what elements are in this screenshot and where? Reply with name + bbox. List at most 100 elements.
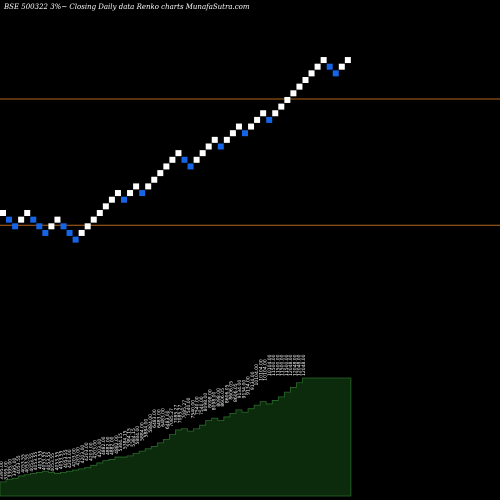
volume-label: 4053.55 (63, 449, 69, 468)
volume-label: 4203.00 (71, 448, 77, 467)
renko-brick-up (254, 116, 261, 123)
volume-label: 4053.55 (20, 454, 26, 473)
renko-brick-up (96, 210, 103, 216)
renko-brick-up (284, 96, 291, 103)
volume-label: 9134.00 (241, 380, 247, 399)
renko-brick-down (326, 63, 333, 70)
volume-label: 12048.00 (288, 354, 294, 376)
renko-brick-up (175, 150, 182, 157)
volume-label: 11500.00 (271, 354, 277, 376)
renko-brick-down (60, 223, 67, 230)
renko-brick-up (260, 110, 267, 117)
volume-labels: 3395.00 3395.00 3395.00 3395.00 4053.55 4053.… (0, 354, 307, 479)
volume-label: 5884.00 (144, 419, 150, 438)
renko-brick-up (127, 190, 134, 197)
renko-brick-down (12, 223, 19, 230)
volume-label: 7540.00 (195, 396, 201, 415)
renko-brick-up (235, 123, 242, 130)
renko-brick-up (320, 57, 327, 64)
volume-label: 7085.27 (169, 408, 175, 427)
renko-brick-down (187, 163, 194, 170)
renko-brick-down (36, 223, 43, 230)
renko-brick-up (48, 223, 55, 230)
volume-label: 4882.00 (105, 436, 111, 455)
renko-brick-up (78, 229, 85, 236)
volume-label: 3395.00 (0, 461, 5, 480)
renko-brick-down (181, 156, 188, 163)
renko-brick-down (42, 229, 49, 236)
volume-label: 4053.55 (42, 452, 48, 471)
volume-label: 10104.00 (254, 364, 260, 386)
volume-label: 9134.00 (250, 371, 256, 390)
volume-label: 7540.00 (186, 397, 192, 416)
volume-label: 4053.55 (25, 454, 31, 473)
volume-label: 5384.15 (127, 428, 133, 447)
volume-label: 4203.00 (88, 442, 94, 461)
volume-label: 8098.00 (207, 389, 213, 408)
volume-label: 4203.00 (80, 445, 86, 464)
volume-label: 5884.00 (135, 426, 141, 445)
renko-brick-up (18, 216, 25, 223)
renko-brick-up (205, 143, 212, 150)
volume-label: 12048.00 (297, 354, 303, 376)
renko-brick-down (66, 229, 73, 236)
volume-label: 6483.00 (161, 408, 167, 427)
volume-label: 4203.00 (67, 449, 73, 468)
volume-label: 5384.15 (122, 430, 128, 449)
renko-brick-down (266, 116, 273, 123)
renko-brick-up (344, 57, 351, 64)
volume-label: 7085.27 (182, 400, 188, 419)
renko-brick-up (0, 210, 6, 216)
volume-label: 4053.55 (50, 453, 56, 472)
volume-label: 4882.00 (114, 435, 120, 454)
volume-label: 3395.00 (8, 459, 14, 478)
volume-label: 7085.27 (173, 404, 179, 423)
volume-label: 7540.00 (199, 396, 205, 415)
renko-brick-up (114, 190, 121, 197)
chart-title: BSE 500322 3%~ Closing Daily data Renko … (3, 3, 250, 11)
renko-brick-up (102, 203, 109, 210)
renko-brick-up (24, 210, 31, 216)
volume-label: 5384.15 (118, 433, 124, 452)
volume-label: 8606.05 (233, 383, 239, 402)
renko-brick-up (90, 216, 97, 223)
volume-label: 4053.55 (29, 453, 35, 472)
renko-brick-up (223, 136, 230, 143)
volume-label: 8098.00 (203, 393, 209, 412)
renko-brick-up (290, 90, 297, 97)
volume-label: 8606.05 (224, 384, 230, 403)
volume-label: 5884.00 (139, 422, 145, 441)
renko-bricks (0, 57, 351, 243)
renko-brick-up (248, 123, 255, 130)
volume-label: 10104.00 (267, 354, 273, 376)
renko-brick-up (133, 183, 140, 190)
volume-label: 4203.00 (76, 447, 82, 466)
volume-label: 5884.00 (148, 414, 154, 433)
volume-area (0, 377, 352, 497)
renko-brick-down (72, 236, 79, 243)
renko-brick-up (193, 156, 200, 163)
volume-label: 4053.55 (16, 455, 22, 474)
renko-brick-up (296, 83, 303, 90)
volume-label: 4053.55 (37, 450, 43, 469)
volume-label: 3395.00 (3, 461, 9, 480)
renko-brick-up (145, 183, 152, 190)
volume-label: 4882.00 (110, 436, 116, 455)
renko-brick-up (278, 103, 285, 110)
renko-brick-up (302, 77, 309, 83)
volume-label: 7540.00 (190, 400, 196, 419)
volume-label: 9134.00 (237, 380, 243, 399)
renko-brick-up (169, 156, 176, 163)
volume-label: 12048.00 (301, 354, 307, 376)
renko-brick-up (54, 216, 61, 223)
volume-label: 10104.00 (263, 359, 269, 381)
volume-label: 9134.00 (246, 376, 252, 395)
renko-brick-down (6, 216, 13, 223)
renko-brick-down (332, 70, 339, 77)
volume-label: 11500.00 (275, 354, 281, 376)
volume-area-fill (0, 377, 352, 497)
renko-brick-down (121, 196, 127, 203)
volume-label: 12048.00 (292, 354, 298, 376)
volume-label: 6483.00 (165, 410, 171, 429)
